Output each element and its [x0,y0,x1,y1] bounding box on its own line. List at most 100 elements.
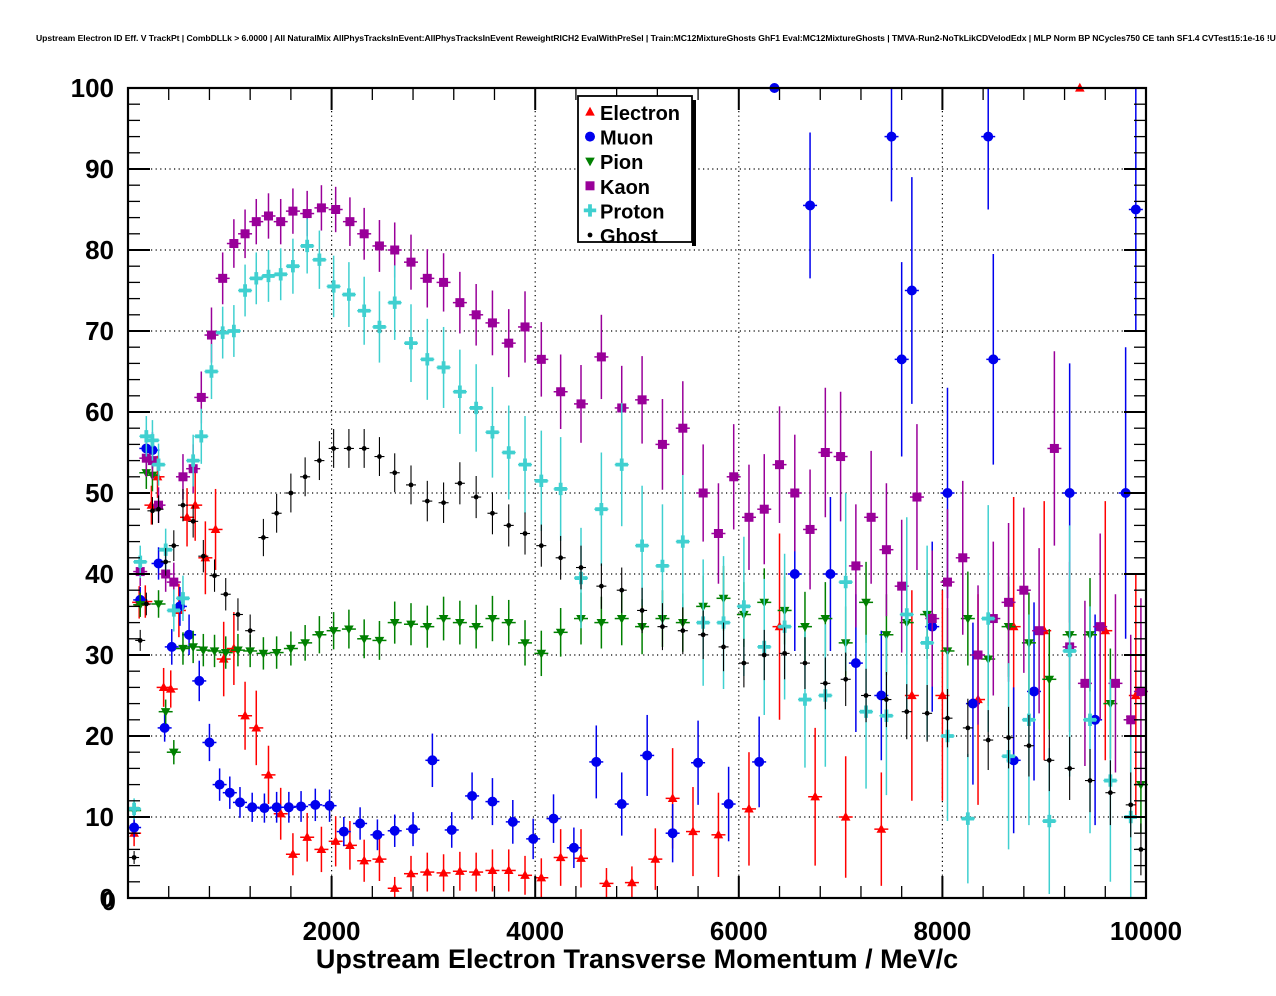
data-point-marker [227,324,241,338]
data-point-marker [1006,735,1011,741]
data-point-marker [963,614,973,624]
data-point-marker [502,446,515,459]
y-tick-label: 20 [85,721,114,751]
data-point-marker [302,832,312,841]
data-point-marker [778,620,791,633]
legend-label: Muon [600,128,653,150]
data-point-marker [839,575,852,589]
data-point-marker [884,697,889,702]
data-point-marker [1029,686,1040,697]
data-point-marker [275,808,286,818]
data-point-marker [471,866,481,876]
data-point-marker [876,690,887,701]
data-point-marker [536,872,547,882]
data-point-marker [642,750,653,761]
data-point-marker [761,652,767,658]
y-tick-label: 70 [85,316,114,346]
data-point-marker [345,840,355,849]
data-point-marker [737,600,751,613]
data-point-marker [143,601,149,607]
legend-marker-kaon-icon [585,181,595,191]
data-point-marker [437,361,450,374]
data-point-marker [900,608,913,621]
data-point-marker [637,395,647,405]
data-point-marker [554,482,567,496]
data-point-marker [310,799,321,810]
data-point-marker [657,439,667,449]
data-point-marker [723,799,734,810]
data-point-marker [1128,802,1134,808]
data-point-marker [473,494,479,500]
data-point-marker [163,559,169,565]
y-tick-label: 90 [85,154,114,184]
data-point-marker [820,448,830,457]
data-point-marker [389,883,400,892]
data-point-marker [439,277,449,287]
data-point-marker [331,446,337,451]
legend-entry-muon[interactable]: Muon [585,128,653,150]
data-point-marker [616,799,627,810]
data-point-marker [912,492,922,502]
data-point-marker [455,298,465,308]
data-point-marker [169,748,179,758]
series-kaon [133,185,1148,805]
data-point-marker [840,811,851,821]
data-point-marker [1110,678,1120,688]
data-point-marker [536,354,546,364]
legend-label: Electron [600,103,680,125]
data-point-marker [555,852,566,862]
data-point-marker [357,304,371,317]
data-point-marker [153,558,164,569]
data-point-marker [171,543,177,549]
data-point-marker [558,555,564,561]
data-point-marker [196,392,206,402]
data-point-marker [184,629,195,640]
y-tick-label: 50 [85,478,114,508]
data-point-marker [455,866,465,875]
data-point-marker [965,725,971,731]
data-point-marker [214,779,225,790]
data-point-marker [247,628,253,634]
data-point-marker [627,877,637,887]
data-point-marker [503,865,514,875]
legend-entry-proton[interactable]: Proton [583,201,665,223]
x-tick-label-zero: 0 [102,886,116,916]
data-point-marker [798,693,812,706]
legend-entry-electron[interactable]: Electron [585,103,680,125]
data-point-marker [881,631,892,640]
data-point-marker [141,453,151,463]
data-point-marker [446,824,457,835]
data-point-marker [276,217,286,227]
data-point-marker [345,217,355,227]
legend-entry-kaon[interactable]: Kaon [585,177,651,199]
legend-entry-pion[interactable]: Pion [585,152,643,174]
data-point-marker [1043,814,1056,828]
data-point-marker [1087,778,1093,783]
data-point-marker [1063,644,1076,658]
data-point-marker [520,639,530,649]
data-point-marker [286,260,300,273]
data-point-marker [220,648,231,658]
x-tick-label: 4000 [506,916,564,946]
data-point-marker [836,452,846,462]
legend-label: Ghost [600,226,658,248]
data-point-marker [129,822,140,833]
data-point-marker [198,646,209,656]
data-point-marker [825,569,836,579]
data-point-marker [1044,675,1055,685]
data-point-marker [194,675,205,686]
data-point-marker [314,631,325,640]
data-point-marker [361,446,367,451]
legend-marker-muon-icon [585,131,595,142]
data-point-marker [729,472,739,482]
data-point-marker [166,641,177,652]
data-point-marker [713,829,724,839]
data-point-marker [251,722,262,732]
legend-entry-ghost[interactable]: Ghost [587,226,659,248]
data-point-marker [229,239,239,249]
legend-marker-ghost-icon [587,232,593,238]
data-point-marker [700,632,706,638]
data-point-marker [1019,585,1029,595]
